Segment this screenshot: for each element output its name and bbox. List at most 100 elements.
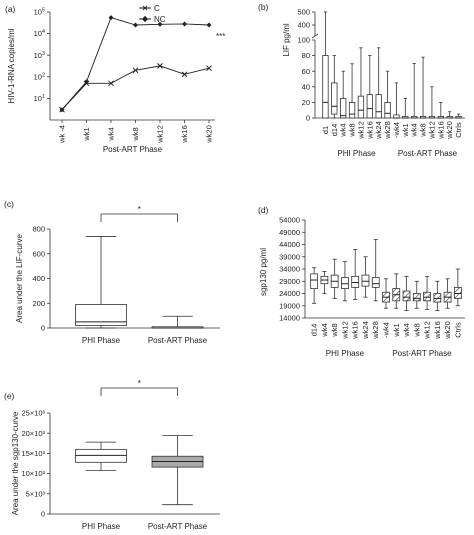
panel-b-x-tick-label: wk4 <box>339 123 348 137</box>
panel-b-x-tick-label: wk4 <box>410 123 419 137</box>
panel-d-y-tick-label: 19000 <box>279 301 300 310</box>
panel-d-y-tick-label: 39000 <box>279 252 300 261</box>
panel-b-y-tick-label: 20 <box>302 98 310 107</box>
panel-c-y-tick-label: 200 <box>32 299 45 308</box>
panel-d-y-tick-label: 54000 <box>279 216 300 225</box>
panel-a-y-label: HIV-1-RNA copies/ml <box>7 28 16 103</box>
panel-b-y-tick-label: 0 <box>306 114 310 123</box>
panel-b-x-tick-label: wk20 <box>445 121 454 140</box>
panel-b-x-tick-label: wk8 <box>348 123 357 137</box>
panel-a-series-NC-point <box>182 21 187 27</box>
panel-b-box-4-box <box>357 95 365 119</box>
panel-d-x-tick-label: wk12 <box>423 321 432 340</box>
panel-a-significance: *** <box>216 32 225 41</box>
panel-d-y-label: sgp130 pg/ml <box>259 248 268 296</box>
panel-d-x-tick-label: -wk4 <box>382 322 391 338</box>
panel-b-x-tick-label: -wk4 <box>392 122 401 138</box>
panel-a-legend-marker-NC <box>139 15 151 23</box>
panel-e-y-tick-label: 0 <box>41 510 45 519</box>
panel-a-series-C-point <box>181 71 188 78</box>
panel-d-x-tick-label: wk12 <box>340 321 349 340</box>
panel-a-series-NC-point <box>108 15 114 21</box>
panel-a-series-NC-point <box>84 79 89 85</box>
panel-a-series-NC-point <box>133 22 138 28</box>
panel-b-x-tick-label: d1 <box>321 126 330 134</box>
panel-b-x-tick-label: wk12 <box>356 121 365 140</box>
panel-b-box-7-box <box>384 102 391 119</box>
panel-b-y-tick-label: 500 <box>297 8 310 17</box>
panel-a-x-tick-label: wk16 <box>180 125 189 144</box>
panel-e-x-tick-label: Post-ART Phase <box>148 522 208 531</box>
panel-e-significance: * <box>138 379 141 388</box>
panel-d-x-tick-label: d14 <box>310 324 319 337</box>
panel-b-label: (b) <box>258 2 269 12</box>
panel-b-box-0-box <box>322 55 329 119</box>
panel-d-box-chart: (d) 14000 19000 24000 29000 34000 39000 44000 49… <box>258 205 465 358</box>
panel-a-legend-label-NC: NC <box>154 15 166 24</box>
panel-d-x-tick-label: wk24 <box>361 321 370 340</box>
panel-b-y-tick-label: 100 <box>297 36 310 45</box>
panel-d-y-tick-label: 29000 <box>279 277 300 286</box>
panel-b-x-tick-label: wk16 <box>365 121 374 140</box>
panel-e-x-tick-label: PHI Phase <box>82 522 121 531</box>
panel-d-x-tick-label: wk8 <box>412 323 421 337</box>
panel-a-y-tick-label: 102 <box>34 72 45 81</box>
panel-a-y-tick-label: 104 <box>34 29 45 38</box>
panel-c-significance: * <box>138 205 141 214</box>
panel-e-significance-bracket <box>100 387 178 396</box>
panel-a-legend-label-C: C <box>154 4 160 13</box>
panel-b-y-tick-label: 80 <box>302 51 310 60</box>
panel-c-x-tick-label: PHI Phase <box>82 336 121 345</box>
panel-a-series-C-point <box>157 63 163 69</box>
panel-a-x-tick-label: wk4 <box>107 127 116 141</box>
panel-d-group-label-phi: PHI Phase <box>326 349 365 358</box>
panel-a-x-tick-label: wk8 <box>131 127 140 141</box>
panel-d-x-tick-label: wk1 <box>392 323 401 337</box>
panel-b-axis-break-mark <box>311 33 319 39</box>
panel-d-x-tick-label: wk28 <box>371 321 380 340</box>
panel-e-y-label: Area under the sgp130-curve <box>11 411 20 515</box>
panel-b-x-tick-label: wk8 <box>419 123 428 137</box>
panel-a-y-tick-label: 103 <box>34 51 45 60</box>
panel-b-box-1-box <box>331 82 338 115</box>
panel-a-series-C-point <box>206 65 212 72</box>
panel-b-y-tick-label: 400 <box>297 21 310 30</box>
panel-d-y-tick-label: 24000 <box>279 289 300 298</box>
panel-b-x-tick-label: wk12 <box>427 121 436 140</box>
panel-d-x-tick-label: Ctrls <box>453 322 462 338</box>
panel-a-series-C-point <box>108 80 114 87</box>
panel-d-group-label-postart: Post-ART Phase <box>392 349 452 358</box>
panel-b-box-5-box <box>366 94 373 119</box>
panel-d-y-tick-label: 49000 <box>279 228 300 237</box>
panel-d-x-tick-label: wk16 <box>351 321 360 340</box>
panel-d-box-6-box <box>371 277 380 288</box>
panel-e-box-chart: (e) 0 5×10³ 10×10³ 15×10³ 20×10³ 25×10³ PHI Pha… <box>4 379 220 531</box>
panel-d-x-tick-label: wk8 <box>330 323 339 337</box>
panel-c-label: (c) <box>4 199 14 209</box>
panel-b-y-tick-label: 60 <box>302 67 310 76</box>
panel-d-box-11-box <box>423 291 431 302</box>
panel-b-box-2-box <box>340 98 347 119</box>
panel-b-y-label: LIF pg/ml <box>282 23 291 57</box>
panel-a-y-tick-label: 105 <box>34 8 45 17</box>
panel-c-x-tick-label: Post-ART Phase <box>148 336 208 345</box>
panel-a-x-tick-label: wk -4 <box>58 125 67 144</box>
panel-a-label: (a) <box>5 4 16 14</box>
panel-a-series-NC-point <box>59 107 65 113</box>
panel-a-line-chart: (a) 101 102 103 104 105 wk -4 wk1 wk4 wk8 wk12 wk16… <box>5 4 225 154</box>
panel-d-label: (d) <box>258 205 269 215</box>
panel-c-y-tick-label: 0 <box>41 324 45 333</box>
panel-d-y-tick-label: 34000 <box>279 265 300 274</box>
panel-a-y-tick-label: 101 <box>34 94 45 103</box>
panel-a-legend-marker-C <box>139 5 151 11</box>
panel-e-y-tick-label: 5×10³ <box>26 489 46 498</box>
panel-d-box-9-box <box>402 290 411 302</box>
panel-e-y-tick-label: 25×10³ <box>21 409 45 418</box>
panel-a-series-NC-line <box>61 17 210 110</box>
panel-a-x-label: Post-ART Phase <box>103 145 163 154</box>
panel-d-x-tick-label: wk4 <box>402 323 411 337</box>
panel-e-label: (e) <box>4 391 15 401</box>
panel-d-box-5-box <box>361 274 370 287</box>
